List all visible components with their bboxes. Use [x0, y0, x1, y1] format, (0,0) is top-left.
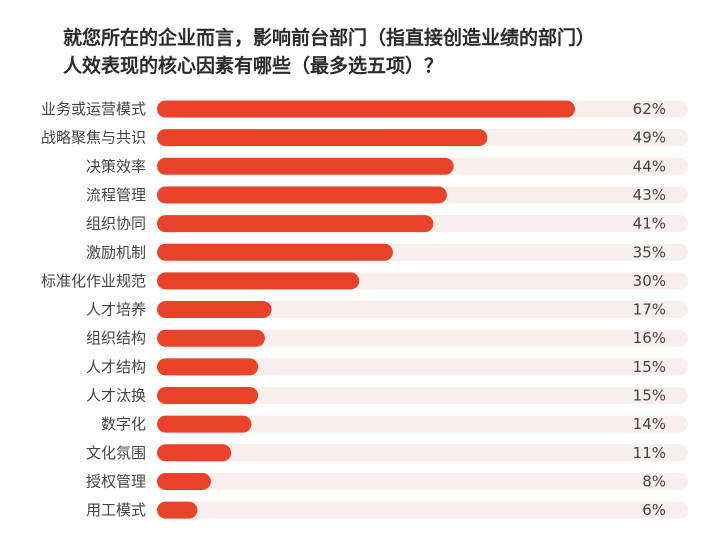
bar-row: 战略聚焦与共识 49%: [41, 129, 688, 147]
bar-row: 文化氛围 11%: [86, 444, 688, 462]
value-label: 8%: [642, 472, 666, 490]
value-label: 16%: [633, 329, 666, 347]
bar-track: [157, 387, 688, 404]
bar-row: 数字化 14%: [101, 415, 688, 433]
value-label: 30%: [633, 272, 666, 290]
bar: [157, 358, 259, 376]
value-label: 15%: [633, 387, 666, 405]
bar: [157, 186, 447, 204]
value-label: 44%: [633, 157, 666, 175]
bar-track: [157, 444, 688, 462]
value-label: 14%: [633, 415, 666, 433]
bar-row: 用工模式 6%: [86, 501, 688, 519]
value-label: 11%: [633, 444, 666, 462]
bar-row: 人才结构 15%: [86, 358, 688, 376]
bar-track: [157, 358, 688, 376]
category-label: 组织协同: [86, 215, 146, 233]
value-label: 15%: [633, 358, 666, 376]
value-label: 49%: [633, 129, 666, 147]
bar: [157, 329, 265, 347]
bar: [157, 301, 272, 319]
category-label: 文化氛围: [86, 444, 146, 462]
bar-row: 人才汰换 15%: [86, 387, 688, 405]
bar: [157, 129, 488, 147]
value-label: 43%: [633, 186, 666, 204]
value-label: 41%: [633, 215, 666, 233]
category-label: 人才汰换: [86, 387, 146, 405]
category-label: 标准化作业规范: [41, 272, 146, 290]
bar: [157, 157, 454, 175]
category-label: 授权管理: [86, 472, 146, 490]
bar-track: [157, 501, 688, 519]
chart-title-line-1: 就您所在的企业而言，影响前台部门（指直接创造业绩的部门）: [63, 27, 596, 49]
bar-track: [157, 415, 688, 433]
value-label: 35%: [633, 243, 666, 261]
bar-track: [157, 329, 688, 347]
category-label: 战略聚焦与共识: [41, 129, 146, 147]
bar-row: 人才培养 17%: [86, 301, 688, 319]
bar: [157, 243, 393, 261]
bar-track: [157, 301, 688, 319]
bar: [157, 272, 360, 290]
category-label: 激励机制: [86, 243, 146, 261]
bar-row: 组织结构 16%: [86, 329, 688, 347]
value-label: 17%: [633, 301, 666, 319]
value-label: 62%: [633, 100, 666, 118]
category-label: 用工模式: [86, 501, 146, 519]
bar-row: 流程管理 43%: [86, 186, 688, 204]
chart-title: 就您所在的企业而言，影响前台部门（指直接创造业绩的部门） 人效表现的核心因素有哪…: [63, 24, 703, 80]
bar: [157, 100, 575, 118]
category-label: 组织结构: [86, 329, 146, 347]
bar: [157, 215, 434, 233]
category-label: 流程管理: [86, 186, 146, 204]
category-label: 人才培养: [86, 301, 146, 319]
bar-row: 激励机制 35%: [86, 243, 688, 261]
bar-row: 授权管理 8%: [86, 472, 688, 490]
bar-row: 业务或运营模式 62%: [41, 100, 688, 118]
bar-row: 决策效率 44%: [86, 157, 688, 175]
bar: [157, 387, 259, 404]
value-label: 6%: [642, 501, 666, 519]
bar-row: 组织协同 41%: [86, 215, 688, 233]
category-label: 决策效率: [86, 157, 146, 175]
chart-title-line-2: 人效表现的核心因素有哪些（最多选五项）？: [63, 55, 444, 77]
bar-row: 标准化作业规范 30%: [41, 272, 688, 290]
category-label: 人才结构: [86, 358, 146, 376]
bar-track: [157, 472, 688, 490]
category-label: 数字化: [101, 415, 146, 433]
bar: [157, 501, 198, 519]
bar: [157, 415, 252, 433]
category-label: 业务或运营模式: [41, 100, 146, 118]
bar: [157, 472, 211, 490]
bar: [157, 444, 232, 462]
